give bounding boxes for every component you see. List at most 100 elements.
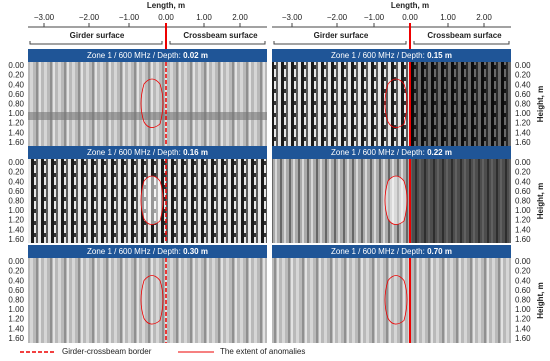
x-tick-label: −3.00 xyxy=(34,13,55,22)
axis-title: Length, m xyxy=(147,1,185,10)
panel-depth: 0.30 m xyxy=(183,247,208,256)
x-tick-label: 2.00 xyxy=(476,13,492,22)
x-tick-label: −1.00 xyxy=(364,13,385,22)
bracket xyxy=(29,41,163,45)
x-tick-label: −3.00 xyxy=(282,13,303,22)
y-tick-label: 0.80 xyxy=(8,296,24,305)
y-tick-label: 1.00 xyxy=(8,305,24,314)
y-tick-label: 0.40 xyxy=(515,276,531,285)
x-tick-label: 1.00 xyxy=(440,13,456,22)
y-tick-label: 0.60 xyxy=(8,187,24,196)
y-tick-label: 1.20 xyxy=(515,315,531,324)
x-tick-label: 1.00 xyxy=(196,13,212,22)
panel-title-text: Zone 1 / 600 MHz / Depth: xyxy=(331,148,427,157)
radargram-dark xyxy=(410,159,511,243)
y-tick-label: 1.20 xyxy=(515,119,531,128)
panel-depth: 0.02 m xyxy=(183,51,208,60)
y-tick-label: 0.20 xyxy=(8,267,24,276)
radargram xyxy=(28,62,267,146)
y-tick-label: 0.00 xyxy=(515,61,531,70)
bracket xyxy=(169,41,266,45)
anomaly-outline xyxy=(384,275,408,325)
bracket xyxy=(413,41,510,45)
panel-title: Zone 1 / 600 MHz / Depth: 0.16 m xyxy=(87,148,208,157)
y-tick-label: 0.40 xyxy=(515,80,531,89)
y-tick-label: 1.40 xyxy=(8,324,24,333)
y-tick-label: 1.60 xyxy=(515,235,531,244)
y-tick-label: 1.00 xyxy=(515,109,531,118)
y-tick-label: 1.20 xyxy=(8,315,24,324)
bracket xyxy=(273,41,407,45)
y-tick-label: 0.40 xyxy=(515,177,531,186)
y-tick-label: 0.00 xyxy=(515,257,531,266)
x-tick-label: −2.00 xyxy=(79,13,100,22)
surface-label: Crossbeam surface xyxy=(183,31,258,40)
x-tick-label: −2.00 xyxy=(327,13,348,22)
panel-title: Zone 1 / 600 MHz / Depth: 0.15 m xyxy=(331,51,452,60)
y-tick-label: 0.60 xyxy=(515,187,531,196)
y-tick-label: 0.60 xyxy=(8,90,24,99)
y-tick-label: 0.80 xyxy=(515,100,531,109)
y-tick-label: 0.00 xyxy=(8,61,24,70)
panel-depth: 0.16 m xyxy=(183,148,208,157)
anomaly-outline xyxy=(140,275,164,325)
y-tick-label: 0.40 xyxy=(8,80,24,89)
panel-title-text: Zone 1 / 600 MHz / Depth: xyxy=(87,148,183,157)
y-tick-label: 0.20 xyxy=(515,267,531,276)
panel-depth: 0.70 m xyxy=(427,247,452,256)
y-tick-label: 0.60 xyxy=(515,90,531,99)
anomaly-outline xyxy=(384,78,408,128)
y-tick-label: 1.00 xyxy=(8,109,24,118)
legend-text: Girder-crossbeam border xyxy=(62,347,152,356)
surface-label: Crossbeam surface xyxy=(427,31,502,40)
y-tick-label: 1.40 xyxy=(515,128,531,137)
title-bar xyxy=(28,49,267,62)
y-tick-label: 0.20 xyxy=(515,71,531,80)
y-tick-label: 0.40 xyxy=(8,177,24,186)
y-tick-label: 0.20 xyxy=(8,168,24,177)
y-tick-label: 1.40 xyxy=(515,324,531,333)
panel-depth: 0.22 m xyxy=(427,148,452,157)
anomaly-outline xyxy=(140,175,164,225)
title-bar xyxy=(272,49,511,62)
panel-title: Zone 1 / 600 MHz / Depth: 0.22 m xyxy=(331,148,452,157)
axis-title: Height, m xyxy=(536,183,545,219)
x-tick-label: 0.00 xyxy=(402,13,418,22)
legend-text: The extent of anomalies xyxy=(220,347,305,356)
y-tick-label: 1.40 xyxy=(515,225,531,234)
y-tick-label: 1.40 xyxy=(8,128,24,137)
y-tick-label: 0.80 xyxy=(8,100,24,109)
y-tick-label: 1.00 xyxy=(515,305,531,314)
panel-title: Zone 1 / 600 MHz / Depth: 0.70 m xyxy=(331,247,452,256)
surface-label: Girder surface xyxy=(314,31,369,40)
panel-depth: 0.15 m xyxy=(427,51,452,60)
radargram xyxy=(28,258,267,343)
y-tick-label: 0.20 xyxy=(515,168,531,177)
y-tick-label: 0.60 xyxy=(8,286,24,295)
y-tick-label: 0.80 xyxy=(515,296,531,305)
y-tick-label: 0.00 xyxy=(515,158,531,167)
radargram xyxy=(272,258,511,343)
panel-title-text: Zone 1 / 600 MHz / Depth: xyxy=(87,51,183,60)
title-bar xyxy=(28,146,267,159)
y-tick-label: 1.40 xyxy=(8,225,24,234)
panel-title-text: Zone 1 / 600 MHz / Depth: xyxy=(87,247,183,256)
radargram-band xyxy=(28,112,267,120)
y-tick-label: 1.60 xyxy=(515,138,531,147)
anomaly-outline xyxy=(140,78,164,128)
y-tick-label: 1.60 xyxy=(515,334,531,343)
y-tick-label: 1.60 xyxy=(8,235,24,244)
panel-title-text: Zone 1 / 600 MHz / Depth: xyxy=(331,247,427,256)
x-tick-label: −1.00 xyxy=(119,13,140,22)
x-tick-label: 0.00 xyxy=(158,13,174,22)
axis-title: Height, m xyxy=(536,86,545,122)
panel-title: Zone 1 / 600 MHz / Depth: 0.30 m xyxy=(87,247,208,256)
title-bar xyxy=(28,245,267,258)
y-tick-label: 1.20 xyxy=(515,216,531,225)
y-tick-label: 0.60 xyxy=(515,286,531,295)
title-bar xyxy=(272,245,511,258)
y-tick-label: 1.60 xyxy=(8,334,24,343)
y-tick-label: 1.00 xyxy=(515,206,531,215)
title-bar xyxy=(272,146,511,159)
